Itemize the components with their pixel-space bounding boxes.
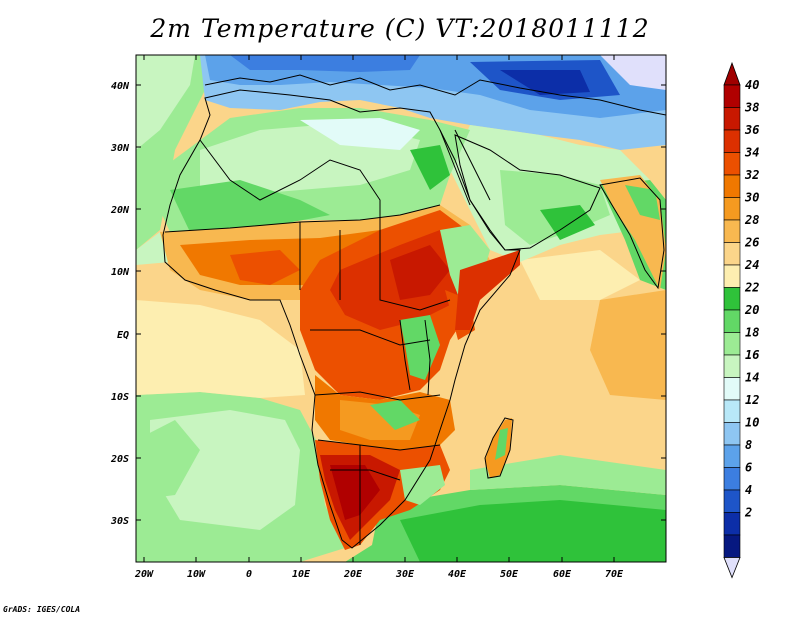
temperature-field: [136, 55, 666, 562]
lon-label: 20W: [134, 569, 154, 580]
colorbar-label: 10: [745, 416, 759, 430]
colorbar-label: 38: [744, 101, 759, 115]
grads-credit: GrADS: IGES/COLA: [3, 605, 81, 614]
colorbar-label: 32: [744, 168, 759, 182]
colorbar-swatch: [723, 422, 741, 446]
colorbar-label: 16: [745, 348, 759, 362]
colorbar-swatch: [723, 444, 741, 468]
colorbar-swatch: [723, 534, 741, 558]
lon-label: 60E: [553, 569, 572, 580]
colorbar-swatch: [723, 107, 741, 131]
lon-label: 20E: [343, 569, 363, 580]
colorbar-label: 22: [744, 281, 759, 295]
lat-label: EQ: [117, 330, 129, 341]
lon-label: 40E: [448, 569, 467, 580]
colorbar-swatch: [723, 152, 741, 176]
colorbar-swatch: [723, 354, 741, 378]
colorbar-label: 18: [745, 326, 759, 340]
colorbar-swatch: [723, 399, 741, 423]
colorbar-swatch: [723, 332, 741, 356]
longitude-axis: 20W 10W 0 10E 20E 30E 40E 50E 60E 70E: [134, 55, 624, 580]
lat-label: 30S: [110, 516, 129, 527]
colorbar-label: 24: [744, 258, 759, 272]
colorbar-swatch: [723, 242, 741, 266]
lon-label: 10E: [292, 569, 311, 580]
colorbar-swatch: [723, 489, 741, 513]
colorbar-label: 8: [745, 438, 752, 452]
colorbar-swatch: [723, 84, 741, 108]
colorbar-label: 30: [744, 191, 759, 205]
lon-label: 70E: [605, 569, 624, 580]
colorbar-swatch: [723, 264, 741, 288]
colorbar-label: 28: [744, 213, 759, 227]
colorbar-label: 14: [745, 371, 759, 385]
colorbar-swatch: [723, 129, 741, 153]
colorbar-swatch: [723, 377, 741, 401]
colorbar-label: 20: [744, 303, 759, 317]
lat-label: 30N: [110, 143, 130, 154]
colorbar-label: 36: [744, 123, 759, 137]
lat-label: 10S: [111, 392, 129, 403]
lon-label: 10W: [187, 569, 206, 580]
colorbar-label: 6: [745, 461, 752, 475]
colorbar: 40 38 36 34 32 30 28 26 24 22 20 18 16 14 12 10 8 6 4 2: [723, 61, 759, 579]
lon-label: 50E: [500, 569, 519, 580]
colorbar-swatch: [723, 197, 741, 221]
lon-label: 0: [246, 569, 252, 580]
colorbar-label: 34: [744, 146, 759, 160]
coastlines: [162, 74, 666, 549]
colorbar-swatch: [723, 309, 741, 333]
colorbar-label: 4: [745, 483, 752, 497]
lat-label: 10N: [111, 267, 130, 278]
colorbar-swatch: [723, 512, 741, 536]
lat-label: 20N: [110, 205, 130, 216]
colorbar-swatch: [723, 467, 741, 491]
latitude-axis: 40N 30N 20N 10N EQ 10S 20S 30S: [110, 81, 666, 527]
colorbar-label: 12: [745, 393, 759, 407]
colorbar-swatch: [723, 287, 741, 311]
colorbar-label: 2: [744, 506, 752, 520]
colorbar-label: 40: [745, 78, 759, 92]
colorbar-under-arrow: [723, 557, 741, 579]
colorbar-swatch: [723, 174, 741, 198]
colorbar-label: 26: [744, 236, 759, 250]
lat-label: 40N: [111, 81, 130, 92]
lon-label: 30E: [395, 569, 415, 580]
colorbar-over-arrow: [723, 61, 741, 86]
lat-label: 20S: [110, 454, 129, 465]
map-title: 2m Temperature (C) VT:2018011112: [150, 14, 650, 43]
colorbar-swatch: [723, 219, 741, 243]
map-frame: [135, 54, 667, 563]
